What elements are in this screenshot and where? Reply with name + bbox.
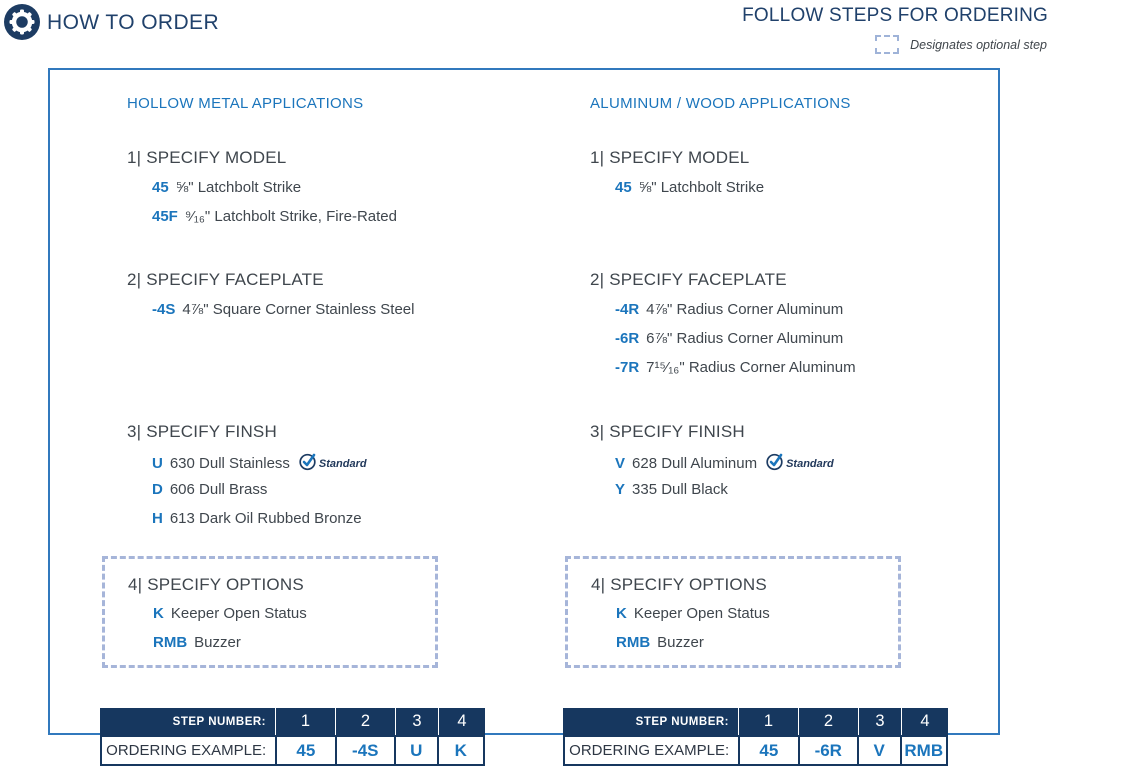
gear-icon (4, 4, 40, 40)
item-code: V (615, 455, 626, 472)
ordering-example-label: ORDERING EXAMPLE: (569, 742, 730, 759)
ordering-example-value: U (393, 737, 437, 764)
list-item: K Keeper Open Status (153, 605, 307, 622)
step-heading: 4| SPECIFY OPTIONS (128, 575, 304, 594)
item-code: K (153, 605, 164, 622)
step-heading: 1| SPECIFY MODEL (590, 148, 750, 167)
optional-options-box: 4| SPECIFY OPTIONS K Keeper Open Status R… (565, 556, 901, 668)
item-desc: 4⅞" Radius Corner Aluminum (646, 301, 844, 318)
step-heading: 3| SPECIFY FINSH (127, 422, 277, 441)
check-circle-icon (766, 453, 783, 471)
list-item: V 628 Dull Aluminum Standard (615, 451, 834, 472)
item-code: 45F (152, 208, 178, 225)
item-code: -4S (152, 301, 176, 318)
list-item: RMB Buzzer (153, 634, 241, 651)
item-code: -7R (615, 359, 640, 376)
item-desc: Buzzer (657, 634, 704, 651)
step-heading: 1| SPECIFY MODEL (127, 148, 287, 167)
ordering-example-value: RMB (899, 737, 947, 764)
list-item: 45 ⅝" Latchbolt Strike (615, 179, 764, 196)
item-desc: ⁹⁄₁₆" Latchbolt Strike, Fire-Rated (184, 208, 397, 225)
list-item: 45F ⁹⁄₁₆" Latchbolt Strike, Fire-Rated (152, 208, 397, 225)
step-number-cell: 4 (438, 708, 485, 735)
column-header-aluminum-wood: ALUMINUM / WOOD APPLICATIONS (590, 95, 851, 112)
step-number-cell: 1 (738, 708, 798, 735)
step-number-cell: 4 (901, 708, 948, 735)
step-number-cell: 3 (858, 708, 901, 735)
step-number-cell: 2 (798, 708, 858, 735)
step-number-row: STEP NUMBER: 1 2 3 4 (563, 708, 948, 735)
item-code: RMB (153, 634, 188, 651)
step-table-hollow-metal: STEP NUMBER: 1 2 3 4 ORDERING EXAMPLE: 4… (100, 708, 485, 766)
step-number-cell: 1 (275, 708, 335, 735)
step-number-label: STEP NUMBER: (635, 715, 729, 728)
standard-badge: Standard (765, 451, 834, 471)
optional-options-box: 4| SPECIFY OPTIONS K Keeper Open Status R… (102, 556, 438, 668)
optional-step-legend: Designates optional step (875, 35, 1047, 54)
step-heading: 2| SPECIFY FACEPLATE (127, 270, 324, 289)
list-item: -4S 4⅞" Square Corner Stainless Steel (152, 301, 414, 318)
step-number-row: STEP NUMBER: 1 2 3 4 (100, 708, 485, 735)
item-desc: 606 Dull Brass (169, 481, 268, 498)
item-code: H (152, 510, 163, 527)
legend-note: Designates optional step (910, 37, 1047, 52)
item-desc: 6⅞" Radius Corner Aluminum (646, 330, 844, 347)
item-desc: 7¹⁵⁄₁₆" Radius Corner Aluminum (646, 359, 856, 376)
list-item: Y 335 Dull Black (615, 481, 728, 498)
list-item: -4R 4⅞" Radius Corner Aluminum (615, 301, 843, 318)
check-circle-icon (299, 453, 316, 471)
column-header-hollow-metal: HOLLOW METAL APPLICATIONS (127, 95, 364, 112)
item-desc: 335 Dull Black (632, 481, 728, 498)
item-code: U (152, 455, 163, 472)
ordering-example-value: K (436, 737, 484, 764)
item-code: K (616, 605, 627, 622)
item-code: Y (615, 481, 626, 498)
ordering-example-value: 45 (275, 737, 334, 764)
step-table-aluminum-wood: STEP NUMBER: 1 2 3 4 ORDERING EXAMPLE: 4… (563, 708, 948, 766)
item-code: -6R (615, 330, 640, 347)
item-code: -4R (615, 301, 640, 318)
standard-badge: Standard (298, 451, 367, 471)
list-item: -7R 7¹⁵⁄₁₆" Radius Corner Aluminum (615, 359, 856, 376)
list-item: 45 ⅝" Latchbolt Strike (152, 179, 301, 196)
item-desc: ⅝" Latchbolt Strike (638, 179, 765, 196)
list-item: -6R 6⅞" Radius Corner Aluminum (615, 330, 843, 347)
standard-label: Standard (786, 458, 834, 471)
standard-label: Standard (318, 458, 367, 471)
step-number-label: STEP NUMBER: (172, 715, 266, 728)
step-number-cell: 2 (335, 708, 395, 735)
item-desc: 613 Dark Oil Rubbed Bronze (169, 510, 362, 527)
list-item: RMB Buzzer (616, 634, 704, 651)
item-desc: Keeper Open Status (170, 605, 307, 622)
ordering-example-value: -6R (797, 737, 857, 764)
list-item: K Keeper Open Status (616, 605, 770, 622)
page-title: HOW TO ORDER (47, 11, 220, 34)
item-desc: 4⅞" Square Corner Stainless Steel (182, 301, 415, 318)
ordering-example-row: ORDERING EXAMPLE: 45 -6R V RMB (563, 735, 948, 766)
ordering-example-value: 45 (738, 737, 797, 764)
dashed-box-icon (875, 35, 900, 54)
step-heading: 3| SPECIFY FINISH (590, 422, 745, 441)
step-heading: 2| SPECIFY FACEPLATE (590, 270, 787, 289)
step-number-cell: 3 (395, 708, 438, 735)
item-code: 45 (615, 179, 632, 196)
item-desc: 628 Dull Aluminum (632, 455, 758, 472)
item-code: 45 (152, 179, 169, 196)
item-desc: 630 Dull Stainless (169, 455, 290, 472)
list-item: U 630 Dull Stainless Standard (152, 451, 367, 472)
ordering-example-label: ORDERING EXAMPLE: (106, 742, 267, 759)
ordering-example-value: -4S (334, 737, 394, 764)
item-code: RMB (616, 634, 651, 651)
ordering-example-row: ORDERING EXAMPLE: 45 -4S U K (100, 735, 485, 766)
item-code: D (152, 481, 163, 498)
list-item: H 613 Dark Oil Rubbed Bronze (152, 510, 362, 527)
follow-steps-heading: FOLLOW STEPS FOR ORDERING (742, 5, 1048, 26)
list-item: D 606 Dull Brass (152, 481, 267, 498)
item-desc: Keeper Open Status (633, 605, 770, 622)
step-heading: 4| SPECIFY OPTIONS (591, 575, 767, 594)
item-desc: Buzzer (194, 634, 241, 651)
ordering-example-value: V (856, 737, 900, 764)
item-desc: ⅝" Latchbolt Strike (175, 179, 302, 196)
